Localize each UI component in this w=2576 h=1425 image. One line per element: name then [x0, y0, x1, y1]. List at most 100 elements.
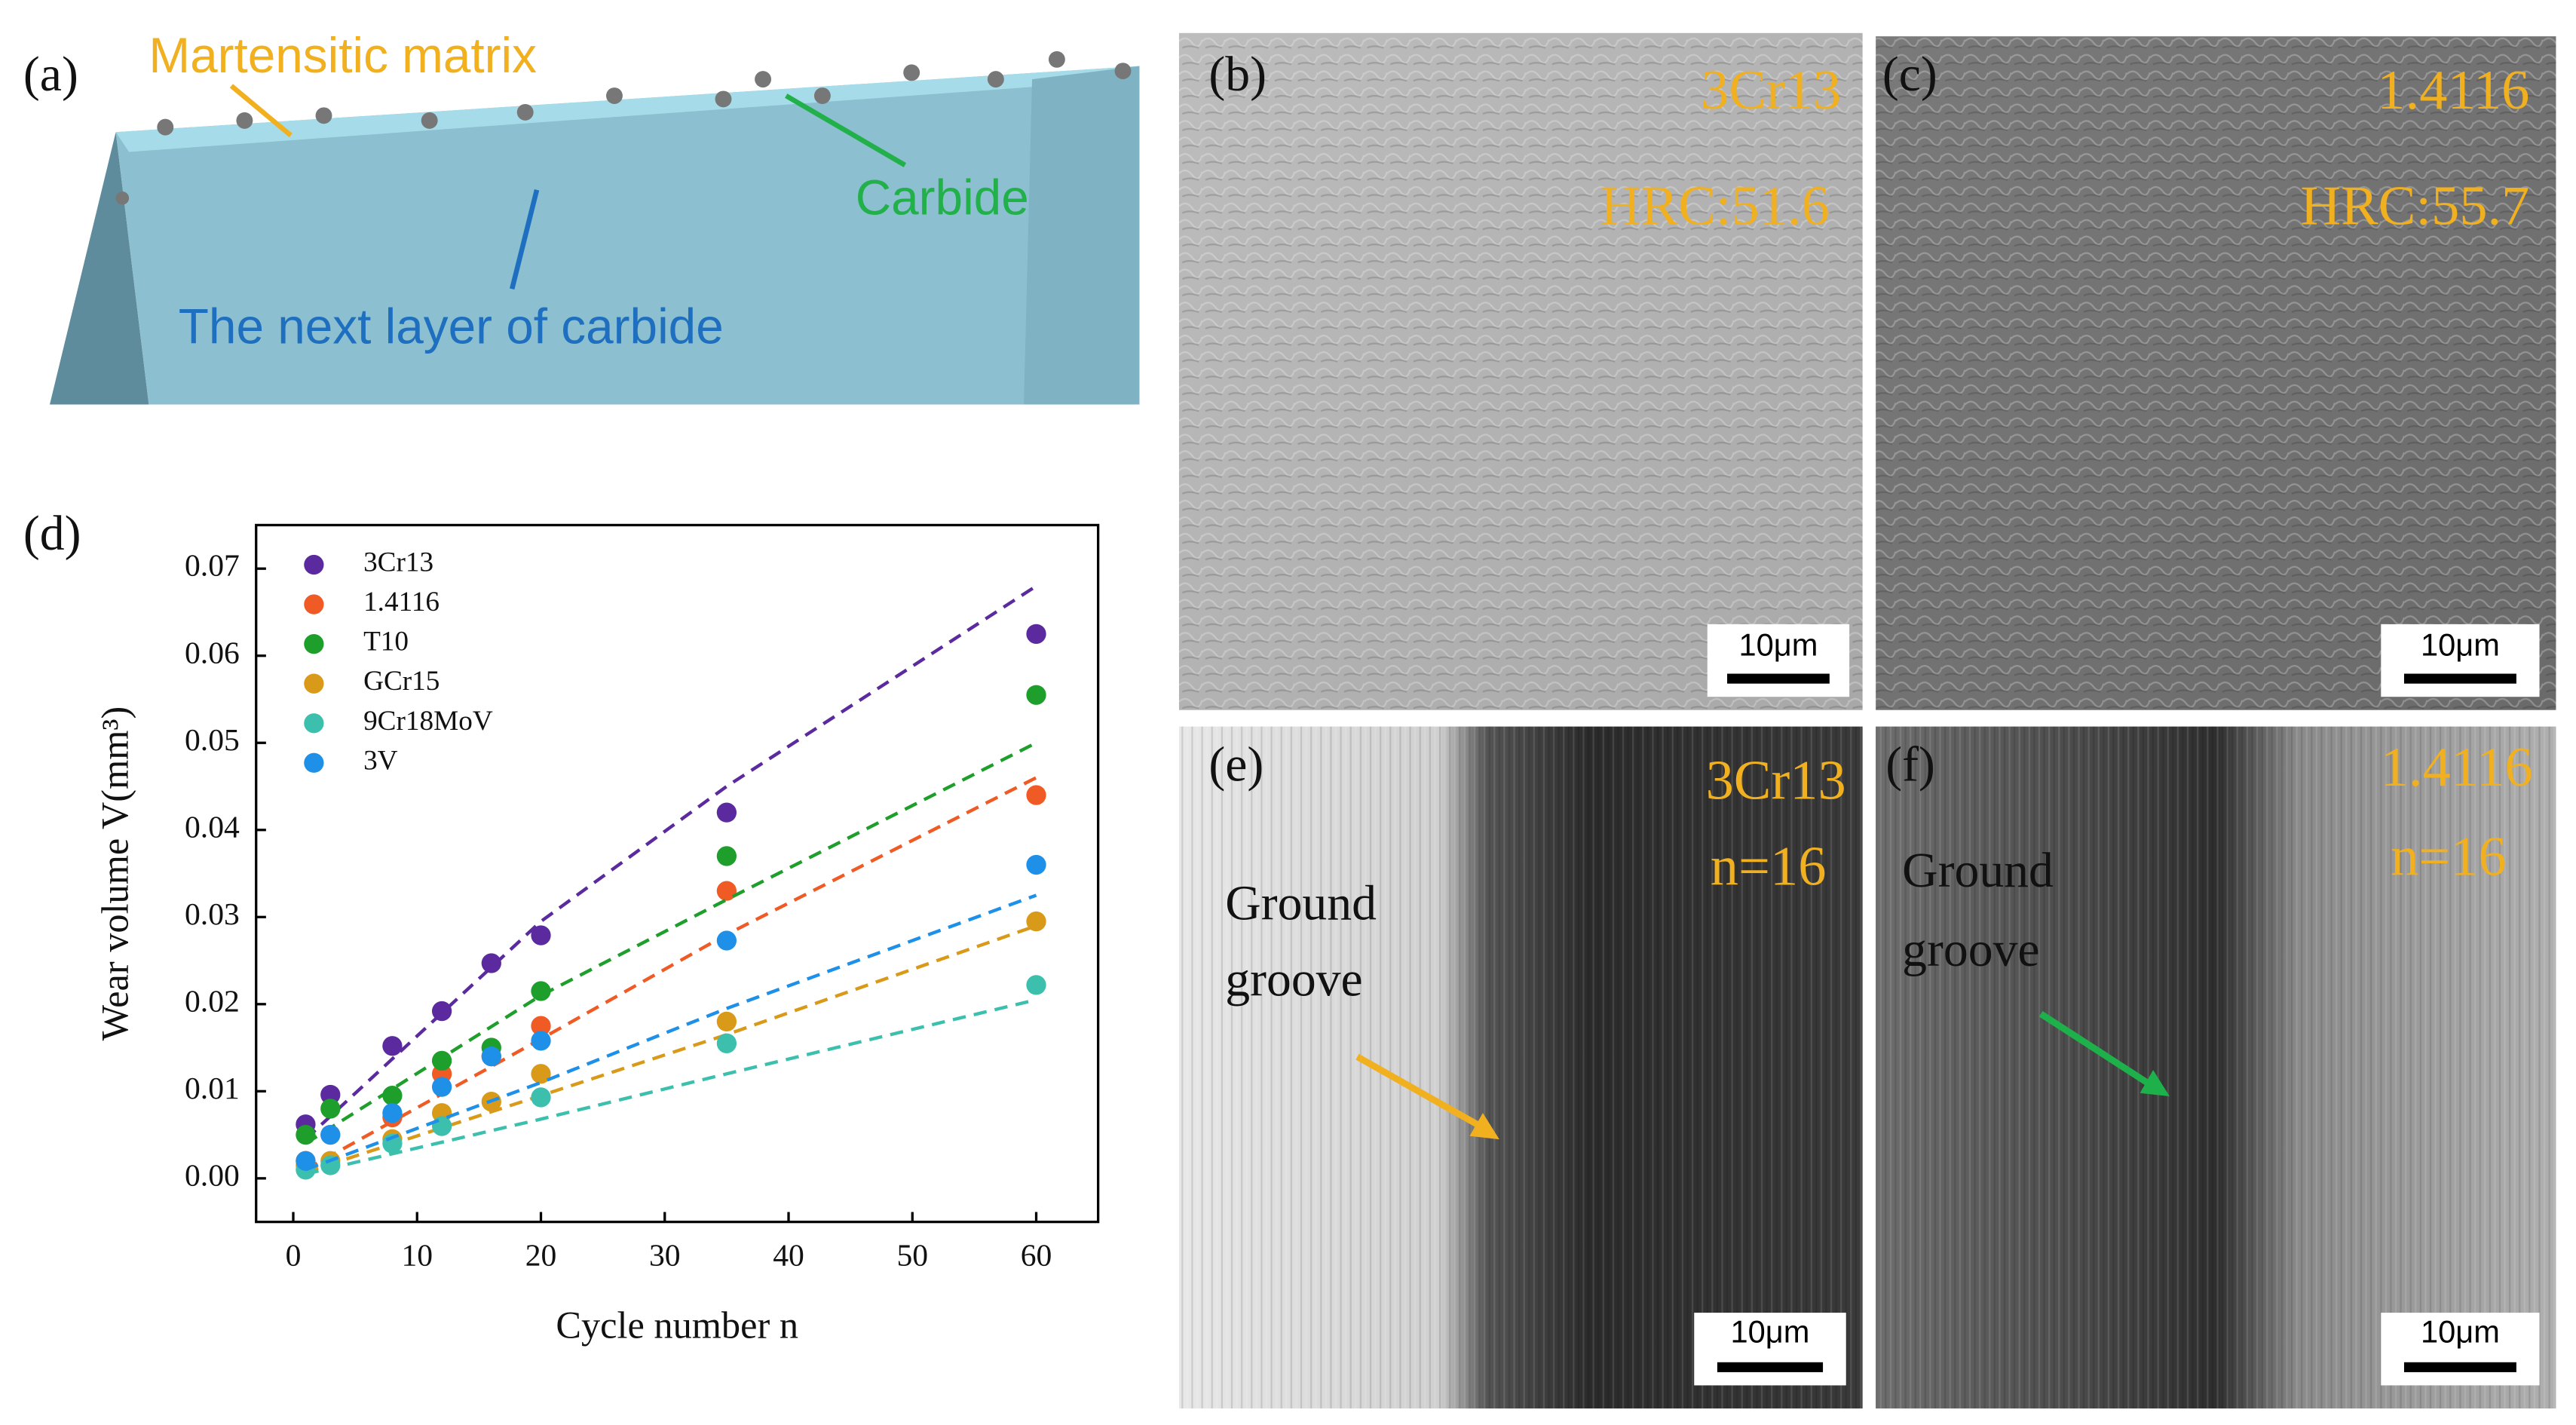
y-tick-label: 0.06 — [185, 636, 240, 670]
panel-e: (e) 3Cr13 n=16 Ground groove 10μm — [1178, 726, 1863, 1409]
cycles: n=16 — [1711, 835, 1827, 897]
legend-label: GCr15 — [363, 666, 440, 697]
point — [1026, 785, 1046, 805]
plot-frame — [255, 523, 1100, 1224]
point — [531, 1064, 551, 1084]
y-tick-label: 0.07 — [185, 549, 240, 584]
panel-label: (e) — [1208, 737, 1263, 792]
next-layer-label: The next layer of carbide — [179, 299, 724, 354]
groove-label: Ground — [1902, 843, 2054, 898]
point — [382, 1085, 403, 1106]
x-tick-label: 20 — [525, 1238, 557, 1273]
legend-label: 1.4116 — [363, 587, 440, 618]
point — [716, 881, 737, 901]
point — [382, 1036, 403, 1056]
hardness: HRC:55.7 — [2300, 175, 2529, 237]
point — [431, 1050, 452, 1071]
prism-end — [1024, 66, 1140, 405]
cycles: n=16 — [2391, 826, 2507, 887]
arrow-head — [2140, 1070, 2170, 1097]
point — [431, 1001, 452, 1022]
material: 1.4116 — [2377, 60, 2529, 121]
x-tick-label: 40 — [773, 1238, 804, 1273]
x-tick-label: 30 — [649, 1238, 681, 1273]
prism-top — [115, 66, 1140, 152]
y-tick-label: 0.05 — [185, 723, 240, 758]
y-tick-label: 0.02 — [185, 984, 240, 1019]
panel-a: (a) Martensitic matrix Carbide The next … — [23, 28, 1140, 405]
y-axis-title: Wear volume V(mm³) — [94, 706, 136, 1041]
point — [531, 1031, 551, 1051]
point — [1026, 624, 1046, 644]
scale-bar — [2403, 1362, 2516, 1372]
point — [382, 1103, 403, 1123]
fit-line — [305, 924, 1037, 1174]
point — [320, 1124, 341, 1145]
legend-label: 3Cr13 — [363, 547, 433, 578]
legend-label: 9Cr18MoV — [363, 706, 493, 737]
x-tick-label: 0 — [286, 1238, 302, 1273]
panel-label: (f) — [1885, 737, 1935, 792]
point — [320, 1099, 341, 1119]
fit-line — [305, 893, 1037, 1172]
scale-label: 10μm — [2421, 1314, 2500, 1350]
y-tick-label: 0.03 — [185, 897, 240, 932]
point — [431, 1077, 452, 1097]
point — [716, 802, 737, 823]
matrix-label: Martensitic matrix — [149, 28, 537, 83]
panel-c: (c) 1.4116 HRC:55.7 10μm — [1876, 36, 2556, 710]
panel-label: (b) — [1208, 47, 1267, 102]
groove-label: groove — [1225, 952, 1362, 1007]
point — [531, 1087, 551, 1108]
scale-label: 10μm — [2421, 627, 2500, 662]
panel-label: (c) — [1882, 47, 1937, 102]
y-tick-label: 0.01 — [185, 1071, 240, 1106]
groove-label: groove — [1902, 922, 2039, 977]
legend-label: T10 — [363, 627, 409, 657]
point — [716, 1011, 737, 1032]
legend-marker — [304, 713, 324, 734]
fit-line — [304, 584, 1037, 1141]
point — [716, 846, 737, 866]
panel-label: (d) — [23, 506, 81, 561]
point — [531, 1016, 551, 1036]
fit-line — [305, 776, 1037, 1172]
point — [481, 953, 501, 973]
point — [481, 1046, 501, 1067]
scale-box — [1694, 1313, 1846, 1386]
fit-line — [305, 741, 1037, 1145]
groove-label: Ground — [1225, 876, 1377, 931]
sem-texture — [1876, 36, 2556, 710]
x-tick-label: 60 — [1021, 1238, 1052, 1273]
point — [531, 925, 551, 945]
arrow — [2038, 1011, 2155, 1089]
material: 3Cr13 — [1701, 60, 1841, 121]
material: 3Cr13 — [1706, 750, 1846, 812]
point — [320, 1084, 341, 1105]
sem-texture — [1178, 32, 1863, 710]
point — [1026, 685, 1046, 705]
panel-f: (f) 1.4116 n=16 Ground groove 10μm — [1876, 726, 2556, 1409]
point — [716, 930, 737, 951]
y-tick-label: 0.00 — [185, 1158, 240, 1193]
scale-box — [1707, 624, 1850, 697]
point — [296, 1124, 316, 1145]
point — [431, 1116, 452, 1136]
point — [1026, 911, 1046, 932]
material: 1.4116 — [2381, 737, 2533, 798]
scale-label: 10μm — [1738, 627, 1818, 662]
legend-label: 3V — [363, 745, 398, 776]
sem-texture — [1178, 726, 1863, 1409]
legend-marker — [304, 554, 324, 575]
scale-box — [2381, 624, 2540, 697]
panel-label: (a) — [23, 47, 78, 102]
arrow — [509, 189, 540, 290]
x-tick-label: 10 — [401, 1238, 433, 1273]
panel-b: (b) 3Cr13 HRC:51.6 10μm — [1178, 32, 1863, 710]
point — [531, 981, 551, 1001]
point — [716, 1033, 737, 1053]
carbides — [115, 51, 1132, 205]
legend-marker — [304, 594, 324, 614]
